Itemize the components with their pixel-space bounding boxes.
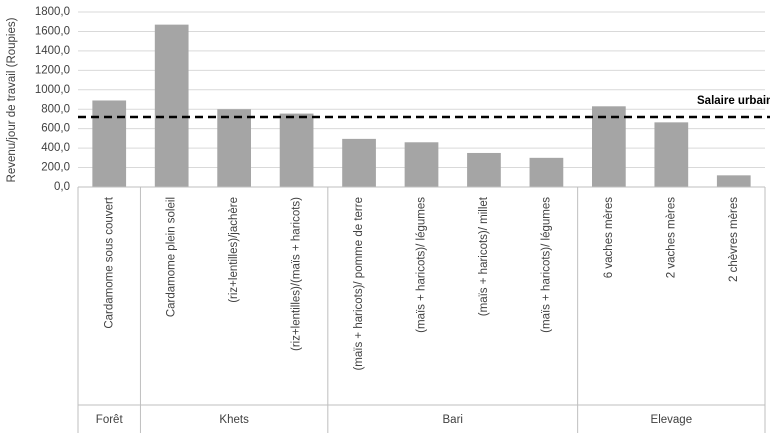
x-tick-label: 2 chèvres mères: [728, 197, 740, 282]
x-tick-label: (maïs + haricots)/ légumes: [416, 197, 428, 333]
x-tick-label: Cardamome plein soleil: [166, 197, 178, 317]
bar: [654, 122, 689, 187]
y-axis-label: Revenu/jour de travail (Roupies): [6, 17, 18, 182]
x-tick-label: (riz+lentilles)/jachère: [228, 197, 240, 303]
x-tick-label: Cardamome sous couvert: [103, 196, 115, 328]
x-tick-label: (maïs + haricots)/ pomme de terre: [353, 197, 365, 371]
bar: [279, 113, 314, 187]
y-tick-label: 1400,0: [35, 45, 70, 57]
y-tick-label: 400,0: [41, 142, 70, 154]
bar: [529, 157, 564, 187]
bar: [404, 142, 439, 187]
bar: [716, 175, 751, 187]
bar: [92, 100, 127, 187]
y-tick-label: 200,0: [41, 162, 70, 174]
x-tick-label: 6 vaches mères: [603, 197, 615, 278]
bar: [592, 106, 626, 187]
group-label: Khets: [219, 414, 249, 426]
y-tick-label: 1600,0: [35, 25, 70, 37]
bar: [217, 109, 251, 187]
y-tick-label: 800,0: [41, 103, 70, 115]
group-label: Bari: [443, 414, 463, 426]
bar: [154, 24, 189, 188]
x-tick-label: 2 vaches mères: [665, 197, 677, 278]
bar: [467, 152, 501, 187]
bar: [342, 138, 376, 187]
x-tick-label: (riz+lentilles)/(maïs + haricots): [291, 197, 303, 351]
y-tick-label: 1800,0: [35, 6, 70, 18]
y-tick-label: 0,0: [54, 181, 70, 193]
x-tick-label: (maïs + haricots)/ légumes: [540, 197, 552, 333]
y-tick-label: 1000,0: [35, 84, 70, 96]
group-label: Forêt: [96, 414, 124, 426]
reference-label: Salaire urbain: [697, 95, 770, 107]
x-tick-label: (maïs + haricots)/ millet: [478, 196, 490, 316]
group-label: Elevage: [651, 414, 693, 426]
y-tick-label: 600,0: [41, 123, 70, 135]
y-tick-label: 1200,0: [35, 64, 70, 76]
